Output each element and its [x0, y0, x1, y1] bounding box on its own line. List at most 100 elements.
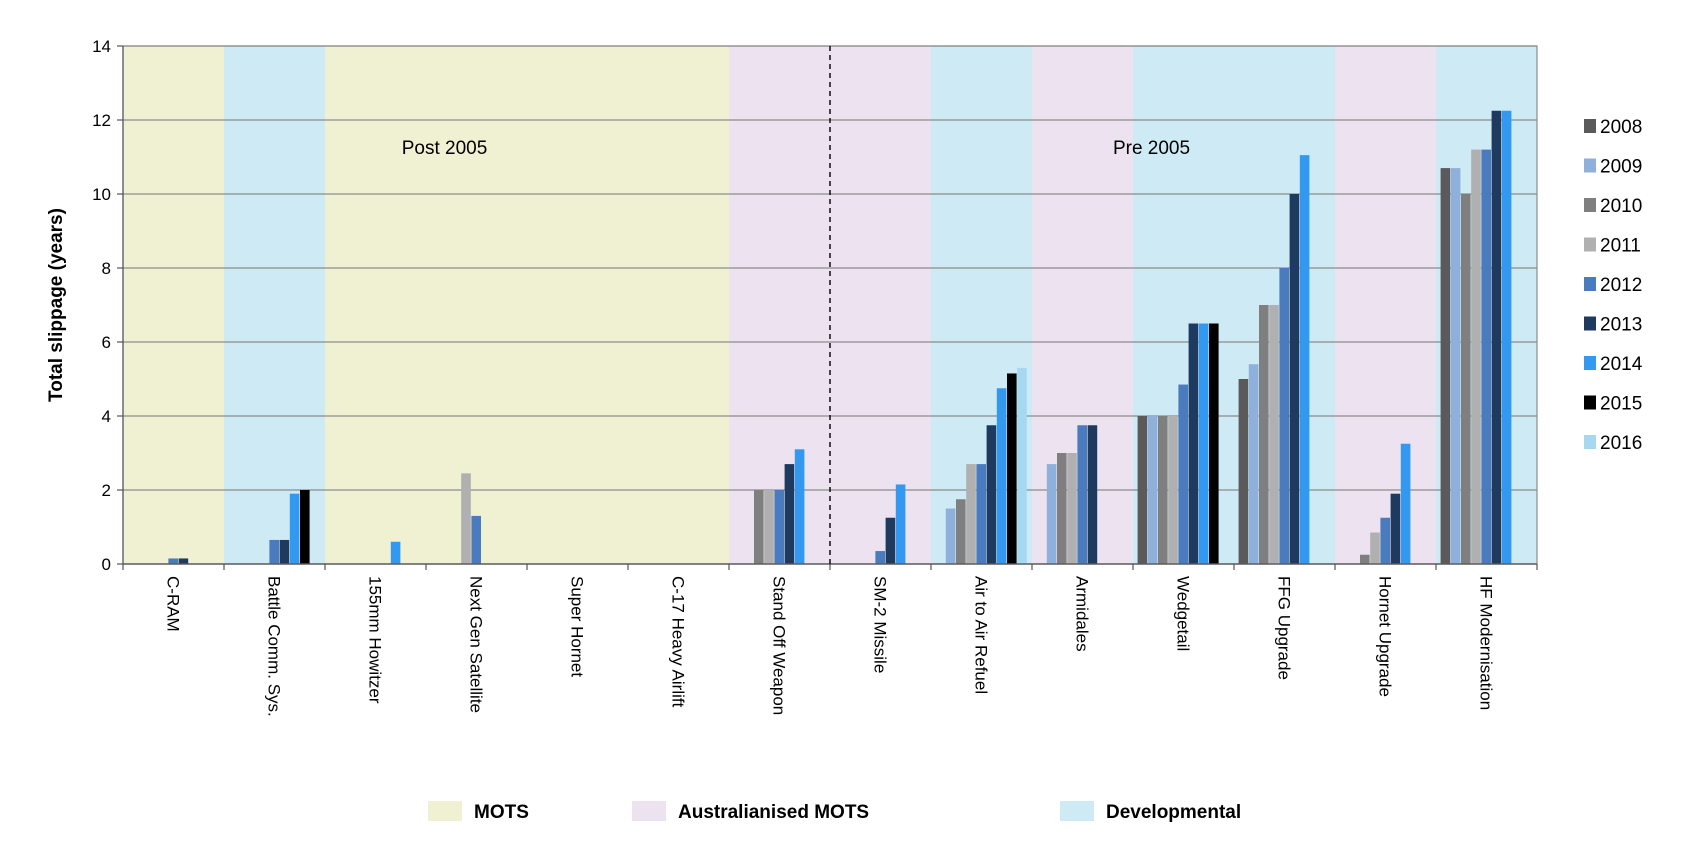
bar-2012-12 [1380, 517, 1390, 564]
bar-2014-12 [1400, 443, 1411, 564]
bar-2014-10 [1198, 323, 1209, 564]
legend-label-2014: 2014 [1600, 354, 1643, 375]
band-3 [426, 46, 527, 564]
bar-2010-8 [956, 499, 966, 564]
legend-swatch-2013 [1584, 316, 1596, 331]
bar-2010-13 [1461, 194, 1471, 564]
band-5 [628, 46, 729, 564]
bar-2011-6 [764, 490, 774, 564]
legend-swatch-2012 [1584, 277, 1596, 291]
bar-2013-10 [1188, 323, 1199, 564]
legend-swatch-2008 [1584, 119, 1596, 133]
legend-swatch-2016 [1584, 435, 1596, 449]
group-label-1: Australianised MOTS [678, 802, 869, 823]
bars [168, 110, 1512, 564]
bar-2011-10 [1168, 416, 1178, 564]
bar-2008-11 [1238, 379, 1249, 564]
category-bands [123, 46, 1537, 564]
bar-2009-9 [1046, 464, 1057, 564]
legend-swatch-2015 [1584, 395, 1596, 410]
bar-2015-8 [1007, 373, 1017, 564]
legend-label-2009: 2009 [1600, 157, 1642, 178]
axes [117, 45, 1538, 570]
y-tick-label-3: 6 [102, 333, 111, 352]
legend-label-2013: 2013 [1600, 315, 1642, 336]
band-12 [1335, 46, 1436, 564]
legend-swatch-2009 [1584, 158, 1596, 173]
y-tick-label-6: 12 [92, 111, 111, 130]
legend-label-2008: 2008 [1600, 117, 1642, 138]
bar-2008-13 [1440, 168, 1451, 564]
bar-2011-11 [1269, 305, 1279, 564]
band-6 [729, 46, 830, 564]
y-axis-title: Total slippage (years) [46, 208, 67, 402]
category-label-12: Hornet Upgrade [1376, 576, 1395, 697]
bar-2014-8 [996, 388, 1007, 564]
group-label-2: Developmental [1106, 802, 1241, 823]
bar-2013-1 [279, 539, 290, 564]
legend-swatch-2010 [1584, 198, 1596, 212]
y-tick-label-5: 10 [92, 185, 111, 204]
bar-2011-8 [966, 464, 976, 564]
y-tick-label-4: 8 [102, 259, 111, 278]
bar-2011-3 [461, 473, 471, 564]
bar-2012-3 [471, 515, 481, 564]
bar-2012-11 [1279, 268, 1289, 564]
bar-2013-9 [1087, 425, 1098, 564]
legend-swatch-2014 [1584, 356, 1596, 370]
bar-2009-10 [1147, 416, 1158, 564]
y-tick-label-0: 0 [102, 555, 111, 574]
bar-2014-11 [1299, 155, 1310, 564]
category-label-9: Armidales [1073, 576, 1092, 652]
group-swatch-1 [632, 801, 666, 821]
bar-2012-9 [1077, 425, 1087, 564]
legend-swatch-2011 [1584, 237, 1596, 252]
bar-2012-0 [168, 558, 178, 564]
bar-2013-8 [986, 425, 997, 564]
bar-2014-7 [895, 484, 906, 564]
category-label-3: Next Gen Satellite [467, 576, 486, 713]
legend-label-2015: 2015 [1600, 394, 1642, 415]
series-legend: 2008 2009 2010 2011 2012 2013 2014 2015 2016 [1584, 117, 1643, 454]
category-label-6: Stand Off Weapon [770, 576, 789, 715]
bar-2008-10 [1137, 416, 1148, 564]
band-0 [123, 46, 224, 564]
legend-label-2016: 2016 [1600, 433, 1642, 454]
bar-2013-6 [784, 464, 795, 564]
labels: 0 2 4 6 8 10 12 14 C-RAM Battle Comm. Sys. 155mm H… [46, 37, 1496, 717]
y-tick-label-1: 2 [102, 481, 111, 500]
bar-2014-13 [1501, 110, 1512, 564]
bar-2011-13 [1471, 149, 1481, 564]
category-label-4: Super Hornet [568, 576, 587, 677]
bar-2011-9 [1067, 453, 1077, 564]
bar-2013-12 [1390, 493, 1401, 564]
group-swatch-0 [428, 801, 462, 821]
bar-2010-12 [1360, 554, 1370, 564]
category-label-1: Battle Comm. Sys. [265, 576, 284, 717]
bar-2009-13 [1450, 168, 1461, 564]
category-label-13: HF Modernisation [1477, 576, 1496, 710]
category-label-10: Wedgetail [1174, 576, 1193, 651]
era-annotation-0: Post 2005 [402, 138, 488, 159]
bar-2013-11 [1289, 194, 1300, 564]
legend-label-2012: 2012 [1600, 275, 1642, 296]
y-tick-label-7: 14 [92, 37, 111, 56]
legend-label-2011: 2011 [1600, 236, 1641, 257]
bar-2015-1 [300, 490, 310, 564]
legend-label-2010: 2010 [1600, 196, 1642, 217]
bar-2016-8 [1017, 367, 1027, 564]
bar-2014-6 [794, 449, 805, 564]
category-label-5: C-17 Heavy Airlift [669, 576, 688, 708]
group-label-0: MOTS [474, 802, 529, 823]
bar-2009-8 [945, 508, 956, 564]
group-legend: MOTS Australianised MOTS Developmental [428, 801, 1241, 823]
bar-2013-7 [885, 517, 896, 564]
category-label-0: C-RAM [164, 576, 183, 632]
band-7 [830, 46, 931, 564]
era-annotation-1: Pre 2005 [1113, 138, 1190, 159]
band-4 [527, 46, 628, 564]
bar-2015-10 [1209, 323, 1219, 564]
bar-2013-13 [1491, 110, 1502, 564]
bar-2011-12 [1370, 532, 1380, 564]
